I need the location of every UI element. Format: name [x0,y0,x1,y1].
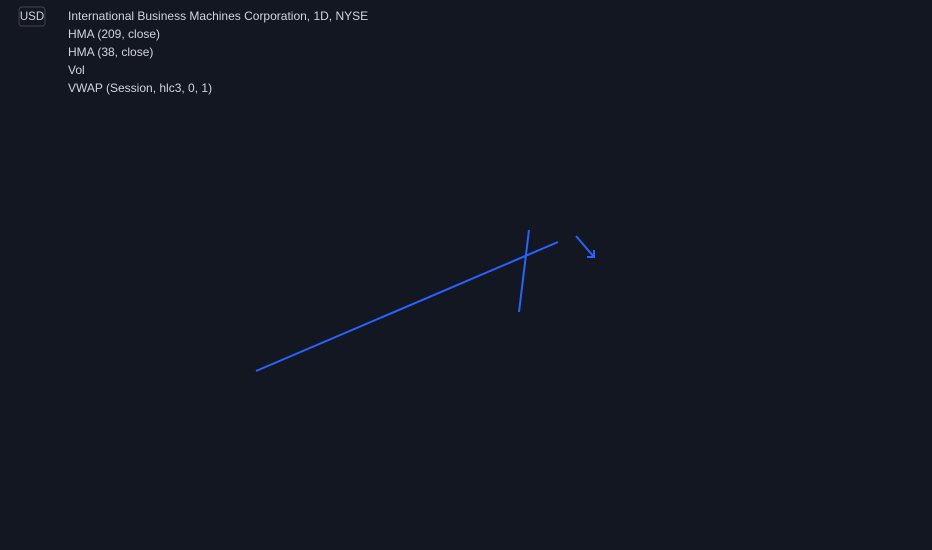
chart-title: International Business Machines Corporat… [68,9,368,23]
drawings [255,229,595,372]
legend-entry: HMA (209, close) [68,27,160,41]
legend-entry: VWAP (Session, hlc3, 0, 1) [68,81,212,95]
arrow [575,235,595,258]
currency-button[interactable] [18,6,46,27]
legend-entry: Vol [68,63,85,77]
x-axis-bg [0,520,932,550]
legend-entry: HMA (38, close) [68,45,153,59]
trend-line [255,241,559,372]
arrow-head [587,250,595,258]
currency: USD [20,11,44,23]
trend-line [518,229,530,313]
